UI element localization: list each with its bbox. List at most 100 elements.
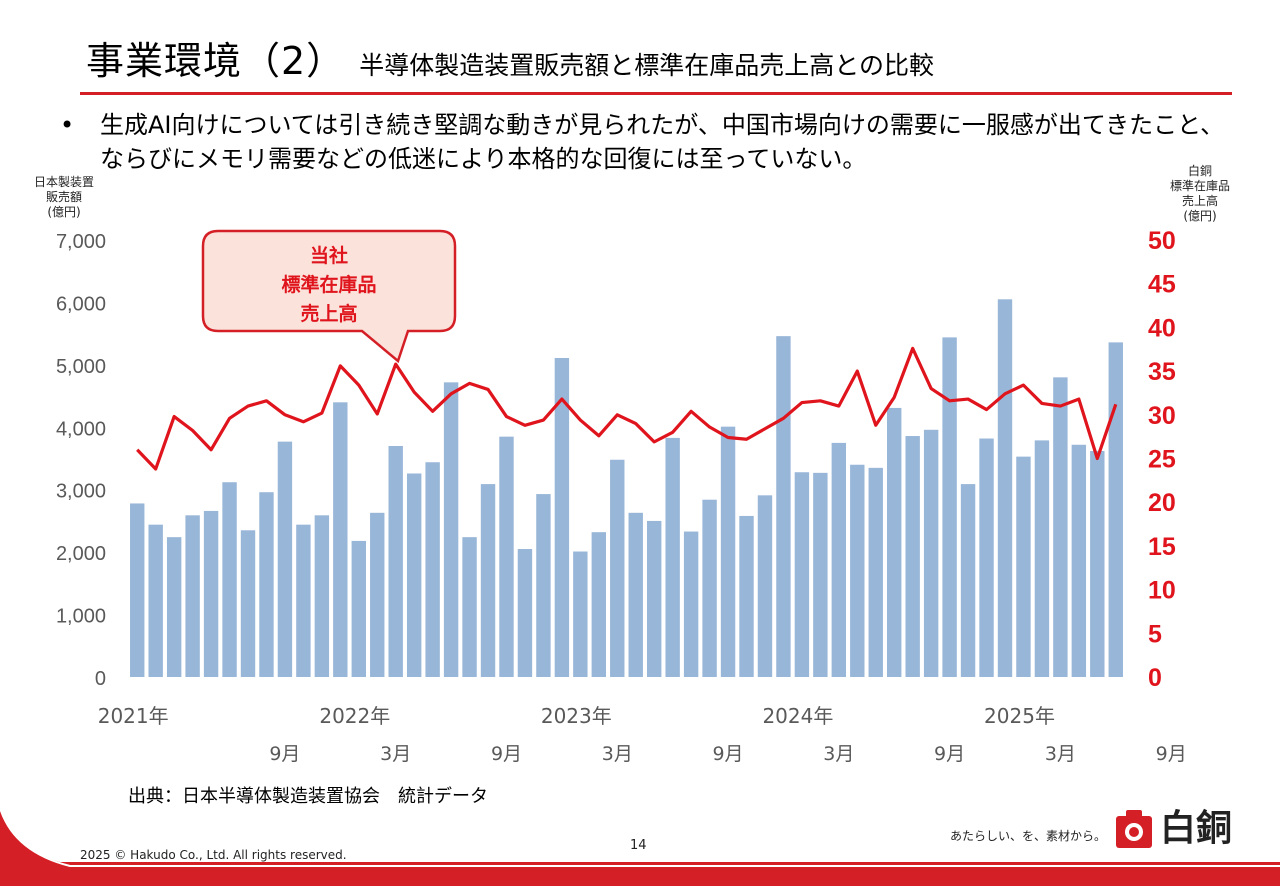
bar <box>591 532 607 677</box>
bar <box>850 464 865 677</box>
x-month-label: 9月 <box>491 743 522 765</box>
left-tick-label: 0 <box>95 668 106 690</box>
bar <box>757 495 773 677</box>
bar <box>1071 444 1087 677</box>
bar <box>573 551 588 677</box>
copyright: 2025 © Hakudo Co., Ltd. All rights reser… <box>80 848 347 862</box>
callout-bubble <box>201 229 457 364</box>
bar <box>166 537 182 677</box>
left-axis-title-line: 販売額 <box>45 190 82 204</box>
bar <box>960 484 976 677</box>
bar <box>480 484 496 677</box>
right-axis: 0 5 10 15 20 25 30 35 40 45 50 <box>1148 227 1176 692</box>
bullet-text: 生成AI向けについては引き続き堅調な動きが見られたが、中国市場向けの需要に一服感… <box>100 111 1225 173</box>
bar <box>813 472 828 677</box>
right-tick-label: 45 <box>1148 271 1176 299</box>
bar-series <box>130 299 1123 677</box>
bar <box>406 473 422 677</box>
callout-text: 標準在庫品 <box>281 273 376 296</box>
x-month-label: 3月 <box>823 743 854 765</box>
x-year-label: 2025年 <box>984 704 1055 728</box>
right-tick-label: 20 <box>1148 489 1176 517</box>
right-tick-label: 30 <box>1148 402 1176 430</box>
bar <box>720 426 736 677</box>
page-subtitle: 半導体製造装置販売額と標準在庫品売上高との比較 <box>359 51 934 80</box>
bar <box>794 472 810 677</box>
bar <box>277 441 293 677</box>
x-year-label: 2022年 <box>319 704 390 728</box>
callout-text: 当社 <box>310 244 348 267</box>
right-tick-label: 10 <box>1148 577 1176 605</box>
slide-title-block: 事業環境（2） 半導体製造装置販売額と標準在庫品売上高との比較 <box>86 30 934 85</box>
x-month-label: 9月 <box>269 743 300 765</box>
left-axis: 0 1,000 2,000 3,000 4,000 5,000 6,000 7,000 <box>56 231 106 690</box>
bar <box>1016 456 1031 677</box>
bar <box>979 438 994 677</box>
left-axis-title-line: 日本製装置 <box>33 175 94 189</box>
left-tick-label: 1,000 <box>56 606 106 628</box>
right-axis-title: 白銅 標準在庫品 売上高 (億円) <box>1160 164 1240 224</box>
callout-text: 売上高 <box>300 302 357 325</box>
x-month-label: 3月 <box>1045 743 1076 765</box>
bar <box>296 524 311 677</box>
left-tick-label: 7,000 <box>56 231 106 253</box>
bar <box>388 446 403 677</box>
right-tick-label: 35 <box>1148 358 1176 386</box>
bar <box>776 336 791 677</box>
bar <box>683 531 699 677</box>
bar <box>868 467 883 677</box>
bar <box>259 492 274 677</box>
bullet-point: • 生成AI向けについては引き続き堅調な動きが見られたが、中国市場向けの需要に一… <box>60 108 1230 176</box>
bar <box>351 540 366 677</box>
bar <box>887 407 902 677</box>
right-tick-label: 40 <box>1148 314 1176 342</box>
right-axis-title-line: 標準在庫品 <box>1169 179 1230 193</box>
left-axis-title: 日本製装置 販売額 (億円) <box>24 175 104 220</box>
x-year-label: 2021年 <box>98 704 169 728</box>
bar <box>333 402 348 677</box>
right-axis-title-line: 白銅 <box>1187 164 1212 178</box>
logo-text: 白銅 <box>1160 808 1233 849</box>
bar <box>831 442 847 677</box>
bar <box>536 494 551 677</box>
bar <box>702 499 717 677</box>
line-series <box>136 346 1118 471</box>
right-axis-title-line: 売上高 <box>1181 194 1218 208</box>
x-axis: 2021年 2022年 2023年 2024年 2025年 9月 3月 9月 3月 9月 3月 9月 3… <box>98 704 1187 765</box>
bar <box>923 429 939 677</box>
title-divider <box>80 92 1232 95</box>
bar <box>222 482 237 677</box>
right-tick-label: 25 <box>1148 446 1176 474</box>
left-tick-label: 6,000 <box>56 293 106 315</box>
x-year-label: 2023年 <box>541 704 612 728</box>
left-tick-label: 3,000 <box>56 481 106 503</box>
bar <box>997 299 1013 677</box>
x-month-label: 3月 <box>602 743 633 765</box>
bar <box>1108 342 1123 677</box>
page-number: 14 <box>630 838 647 853</box>
x-year-label: 2024年 <box>762 704 833 728</box>
left-tick-label: 4,000 <box>56 418 106 440</box>
bar <box>203 510 219 677</box>
bar <box>610 459 625 677</box>
hakudo-logo-icon <box>1116 810 1152 848</box>
bar <box>554 357 570 677</box>
bar <box>370 512 385 677</box>
bar <box>499 436 514 677</box>
bar <box>665 437 680 677</box>
bar <box>240 530 256 677</box>
bar <box>462 537 477 677</box>
bar <box>1053 377 1068 677</box>
bar <box>905 436 920 677</box>
left-tick-label: 2,000 <box>56 543 106 565</box>
bar <box>185 515 200 677</box>
bar <box>1090 451 1105 677</box>
page-title: 事業環境（2） <box>86 39 346 83</box>
right-axis-title-line: (億円) <box>1183 209 1217 223</box>
x-month-label: 9月 <box>934 743 965 765</box>
bullet-marker: • <box>60 111 75 139</box>
right-tick-label: 50 <box>1148 227 1176 255</box>
bar <box>628 512 643 677</box>
tagline: あたらしい、を、素材から。 <box>950 829 1107 843</box>
